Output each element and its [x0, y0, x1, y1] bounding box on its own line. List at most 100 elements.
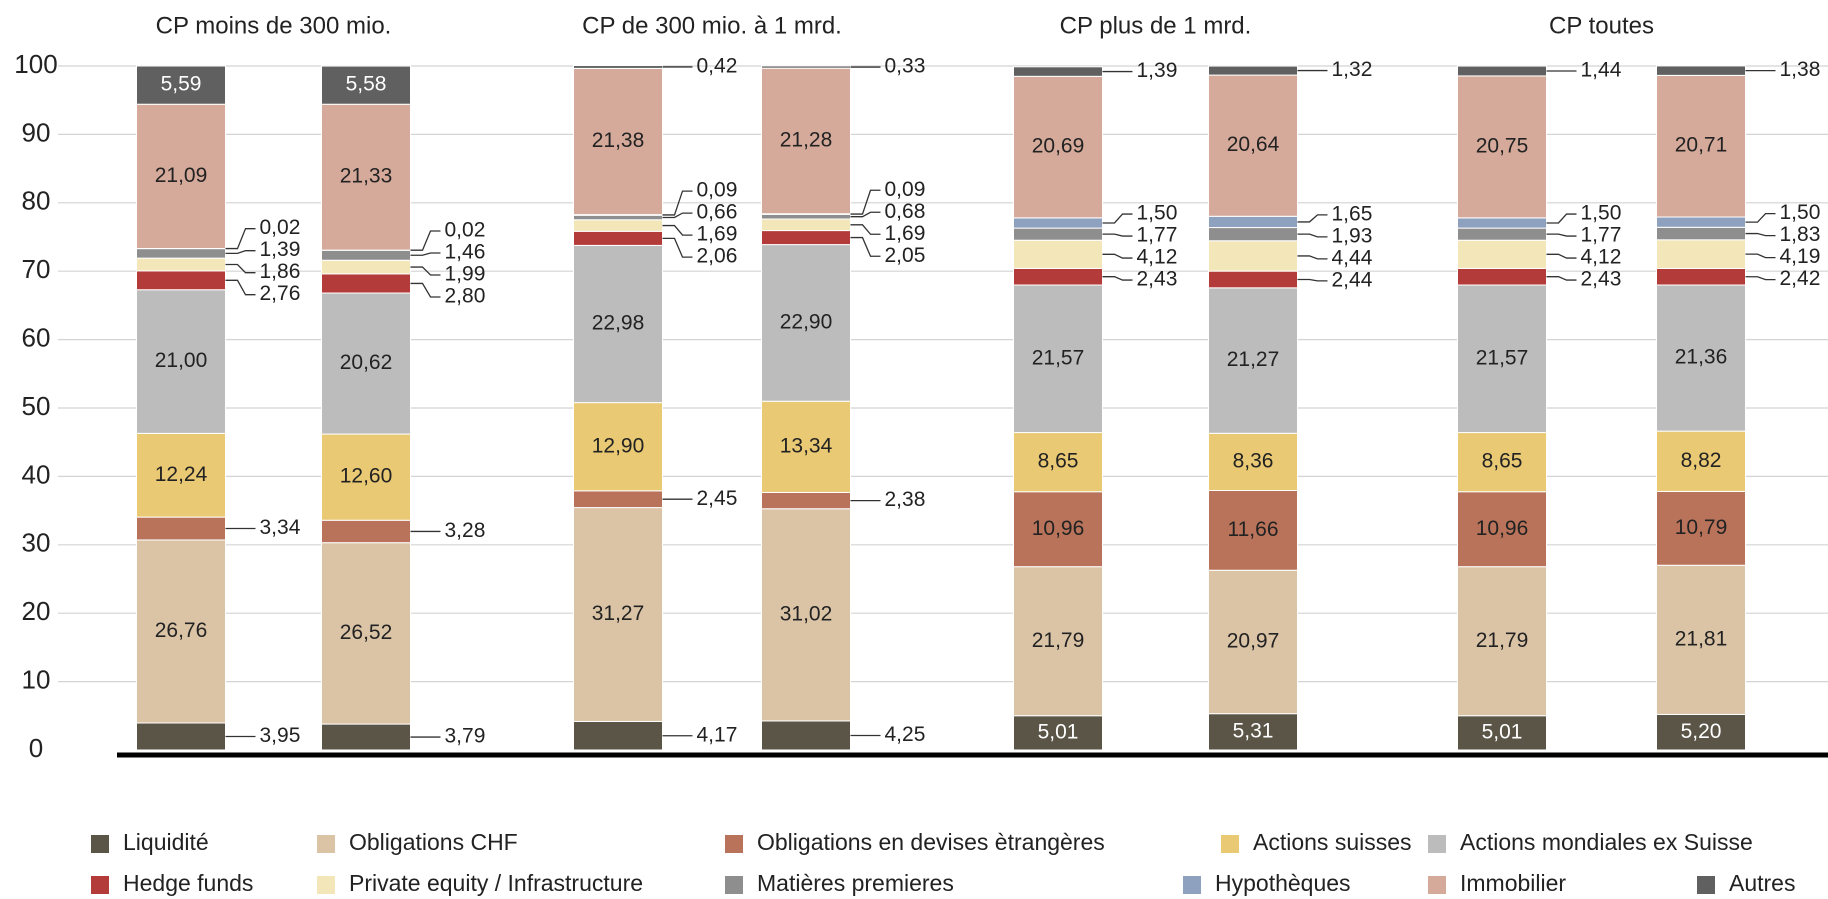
leader-line	[1745, 276, 1776, 281]
data-label: 0,02	[445, 219, 486, 242]
data-label: 21,33	[340, 165, 393, 188]
leader-line	[410, 266, 441, 276]
data-label: 1,50	[1137, 202, 1178, 225]
leader-line	[850, 211, 881, 218]
bar-segment	[321, 249, 411, 261]
legend-label: Autres	[1729, 870, 1795, 896]
data-label: 10,79	[1675, 516, 1728, 539]
bar-segment	[136, 257, 226, 272]
leader-line	[410, 282, 441, 298]
bar-segment	[321, 542, 411, 725]
data-label: 21,79	[1476, 629, 1529, 652]
bar-segment	[321, 273, 411, 294]
data-label: 3,95	[260, 724, 301, 747]
data-label: 21,81	[1675, 627, 1728, 650]
legend-label: Hedge funds	[123, 870, 253, 896]
data-label: 2,42	[1780, 267, 1821, 290]
data-label: 4,25	[885, 723, 926, 746]
bar-segment	[1656, 239, 1746, 269]
data-label: 12,24	[155, 463, 208, 486]
leader-line	[1102, 233, 1133, 237]
bar-segment	[1457, 566, 1547, 717]
data-label: 0,33	[885, 55, 926, 78]
bar-segment	[1208, 270, 1298, 289]
data-label: 22,90	[780, 310, 833, 333]
data-label: 2,45	[697, 487, 738, 510]
legend-swatch	[1697, 876, 1715, 894]
legend-swatch	[725, 835, 743, 853]
bar-segment	[321, 103, 411, 251]
bar-segment	[1656, 564, 1746, 715]
bar-segment	[1013, 217, 1103, 229]
leader-line	[410, 230, 441, 251]
data-label: 13,34	[780, 434, 833, 457]
bar-segment	[573, 65, 663, 69]
legend-label: Immobilier	[1460, 870, 1566, 896]
data-label: 1,38	[1780, 58, 1821, 81]
bar-segment	[1656, 65, 1746, 76]
data-label: 2,44	[1332, 268, 1373, 291]
data-label: 8,65	[1482, 450, 1523, 473]
bar-segment	[761, 65, 851, 69]
y-tick-label: 20	[22, 596, 51, 626]
data-label: 1,44	[1581, 59, 1622, 82]
leader-line	[850, 224, 881, 235]
legend-swatch	[317, 835, 335, 853]
bar-segment	[1013, 267, 1103, 286]
data-label: 0,66	[697, 201, 738, 224]
group-title: CP toutes	[1549, 12, 1654, 39]
leader-line	[410, 252, 441, 256]
data-label: 11,66	[1228, 518, 1279, 541]
data-label: 31,02	[780, 602, 833, 625]
bar-segment	[1457, 491, 1547, 568]
data-label: 21,36	[1675, 346, 1728, 369]
data-label: 2,06	[697, 245, 738, 268]
data-label: 21,79	[1032, 629, 1085, 652]
data-label: 1,65	[1332, 202, 1373, 225]
bar-segment	[321, 723, 411, 751]
data-label: 1,32	[1332, 58, 1373, 81]
data-label: 1,46	[445, 241, 486, 264]
bar-segment	[573, 67, 663, 216]
leader-line	[1297, 255, 1328, 260]
data-label: 4,12	[1137, 246, 1178, 269]
legend-swatch	[1221, 835, 1239, 853]
bar-segment	[1457, 217, 1547, 229]
data-label: 2,38	[885, 488, 926, 511]
bar-segment	[1208, 489, 1298, 571]
leader-line	[225, 228, 256, 250]
bar-segment	[136, 65, 226, 105]
y-tick-label: 40	[22, 459, 51, 489]
bar-segment	[321, 519, 411, 544]
data-label: 3,34	[260, 516, 301, 539]
bar-segment	[136, 270, 226, 291]
group-title: CP plus de 1 mrd.	[1060, 12, 1252, 39]
bar-segment	[1656, 430, 1746, 492]
bar-segment	[1013, 566, 1103, 717]
bar-segment	[1656, 490, 1746, 566]
leader-line	[850, 189, 881, 215]
bar-segment	[1457, 284, 1547, 434]
legend-swatch	[1428, 835, 1446, 853]
bar-segment	[573, 219, 663, 232]
data-label: 21,28	[780, 129, 833, 152]
data-label: 8,36	[1233, 449, 1274, 472]
data-label: 1,77	[1581, 224, 1622, 247]
bar-segment	[136, 103, 226, 249]
data-label: 4,44	[1332, 246, 1373, 269]
bar-segment	[1013, 66, 1103, 77]
leader-line	[1745, 232, 1776, 237]
bar-segment	[321, 65, 411, 105]
bar-segment	[761, 508, 851, 722]
data-label: 20,62	[340, 351, 393, 374]
data-label: 12,60	[340, 465, 393, 488]
data-label: 3,79	[445, 725, 486, 748]
data-label: 5,01	[1038, 720, 1079, 743]
bar-segment	[761, 491, 851, 510]
bar-segment	[1656, 216, 1746, 228]
leader-line	[1546, 233, 1577, 237]
data-label: 2,43	[1581, 268, 1622, 291]
bar-segment	[573, 230, 663, 246]
leader-line	[1102, 253, 1133, 259]
